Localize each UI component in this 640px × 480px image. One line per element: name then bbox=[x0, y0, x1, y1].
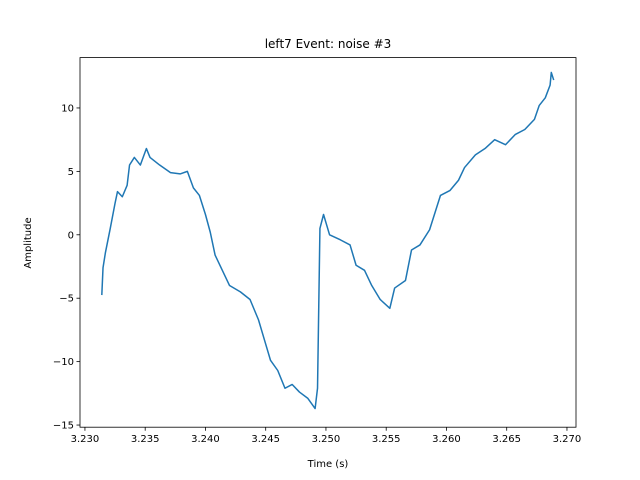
y-axis-label: Amplitude bbox=[23, 217, 34, 268]
x-tick-label: 3.235 bbox=[131, 434, 160, 445]
x-tick-label: 3.230 bbox=[71, 434, 100, 445]
plot-frame bbox=[79, 57, 577, 428]
y-tick-label: 5 bbox=[68, 167, 74, 178]
y-tick-label: 10 bbox=[61, 103, 74, 114]
x-tick-label: 3.250 bbox=[312, 434, 341, 445]
x-axis-label: Time (s) bbox=[307, 459, 349, 470]
x-tick-label: 3.245 bbox=[251, 434, 280, 445]
x-tick-label: 3.260 bbox=[432, 434, 461, 445]
x-tick-label: 3.240 bbox=[191, 434, 220, 445]
chart-title: left7 Event: noise #3 bbox=[265, 37, 392, 51]
y-tick-label: −10 bbox=[53, 357, 74, 368]
data-line bbox=[101, 71, 555, 410]
x-tick-label: 3.255 bbox=[372, 434, 401, 445]
x-tick-label: 3.270 bbox=[553, 434, 582, 445]
y-tick-label: −5 bbox=[59, 294, 74, 305]
x-tick-label: 3.265 bbox=[492, 434, 521, 445]
y-tick-label: 0 bbox=[68, 230, 74, 241]
y-tick-label: −15 bbox=[53, 421, 74, 432]
